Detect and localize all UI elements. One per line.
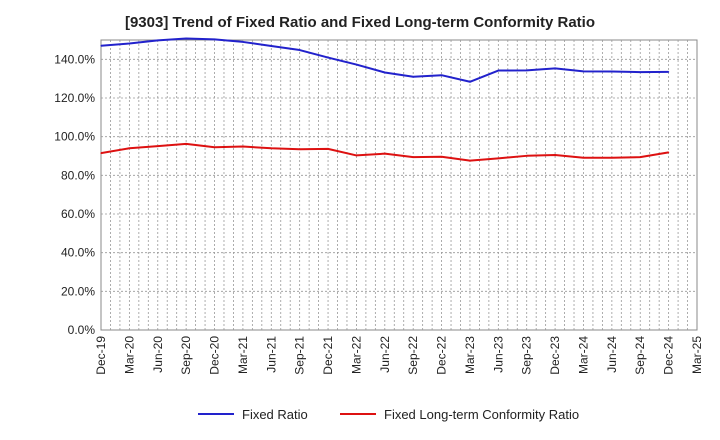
x-tick-label: Sep-20 (179, 336, 193, 375)
data-point (639, 156, 641, 158)
data-point (554, 154, 556, 156)
x-tick-label: Mar-20 (122, 336, 136, 374)
y-tick-label: 80.0% (61, 168, 95, 182)
data-point (355, 154, 358, 157)
data-point (611, 70, 613, 73)
legend-label: Fixed Long-term Conformity Ratio (384, 407, 579, 422)
x-tick-label: Mar-24 (576, 336, 590, 374)
data-point (639, 71, 641, 73)
y-tick-label: 60.0% (61, 207, 95, 221)
data-point (611, 157, 613, 159)
data-point (582, 70, 585, 72)
data-point (668, 151, 670, 153)
x-tick-label: Jun-24 (605, 336, 619, 373)
legend-label: Fixed Ratio (242, 407, 308, 422)
x-tick-label: Dec-22 (435, 336, 449, 375)
data-point (128, 147, 130, 149)
data-point (582, 157, 585, 159)
plot-area-frame (100, 39, 698, 331)
data-point (440, 156, 443, 158)
x-tick-label: Mar-22 (349, 336, 363, 374)
data-point (412, 76, 414, 78)
data-point (497, 157, 499, 159)
x-tick-label: Jun-22 (378, 336, 392, 373)
data-point (526, 69, 528, 71)
data-point (128, 42, 130, 45)
y-tick-label: 20.0% (61, 284, 95, 298)
data-point (384, 71, 386, 74)
y-tick-label: 0.0% (68, 323, 96, 337)
data-point (242, 145, 244, 148)
y-tick-label: 140.0% (54, 52, 95, 66)
x-tick-label: Dec-23 (548, 336, 562, 375)
data-point (668, 71, 670, 73)
x-tick-label: Sep-24 (633, 336, 647, 375)
x-tick-label: Jun-23 (491, 336, 505, 373)
y-tick-label: 120.0% (54, 91, 95, 105)
data-point (412, 156, 414, 158)
data-point (157, 39, 159, 41)
x-tick-label: Mar-21 (236, 336, 250, 374)
data-point (185, 37, 187, 40)
data-point (100, 152, 102, 154)
data-point (469, 160, 471, 162)
data-point (526, 155, 528, 157)
chart-title: [9303] Trend of Fixed Ratio and Fixed Lo… (124, 14, 596, 31)
data-point (469, 81, 471, 83)
x-tick-label: Sep-21 (293, 336, 307, 375)
x-tick-label: Mar-25 (690, 336, 704, 374)
y-tick-label: 100.0% (54, 130, 95, 144)
x-tick-label: Dec-19 (94, 336, 108, 375)
data-point (554, 67, 556, 70)
x-tick-label: Dec-20 (208, 336, 222, 375)
data-point (100, 45, 102, 47)
data-point (440, 74, 443, 76)
y-tick-label: 40.0% (61, 246, 95, 260)
data-point (213, 38, 216, 41)
x-tick-label: Jun-21 (264, 336, 278, 373)
data-point (299, 49, 301, 51)
x-tick-label: Dec-21 (321, 336, 335, 375)
data-point (185, 143, 187, 145)
x-tick-label: Sep-22 (406, 336, 420, 375)
data-point (327, 148, 329, 150)
data-point (242, 41, 244, 43)
data-point (270, 147, 272, 149)
data-point (327, 56, 329, 59)
data-point (270, 45, 272, 47)
data-point (299, 148, 301, 150)
x-tick-label: Jun-20 (151, 336, 165, 373)
data-point (384, 153, 386, 155)
x-tick-label: Mar-23 (463, 336, 477, 374)
data-point (355, 63, 358, 66)
x-tick-label: Sep-23 (520, 336, 534, 375)
x-tick-label: Dec-24 (662, 336, 676, 375)
data-point (497, 69, 499, 72)
data-point (213, 146, 216, 148)
data-point (157, 145, 159, 147)
